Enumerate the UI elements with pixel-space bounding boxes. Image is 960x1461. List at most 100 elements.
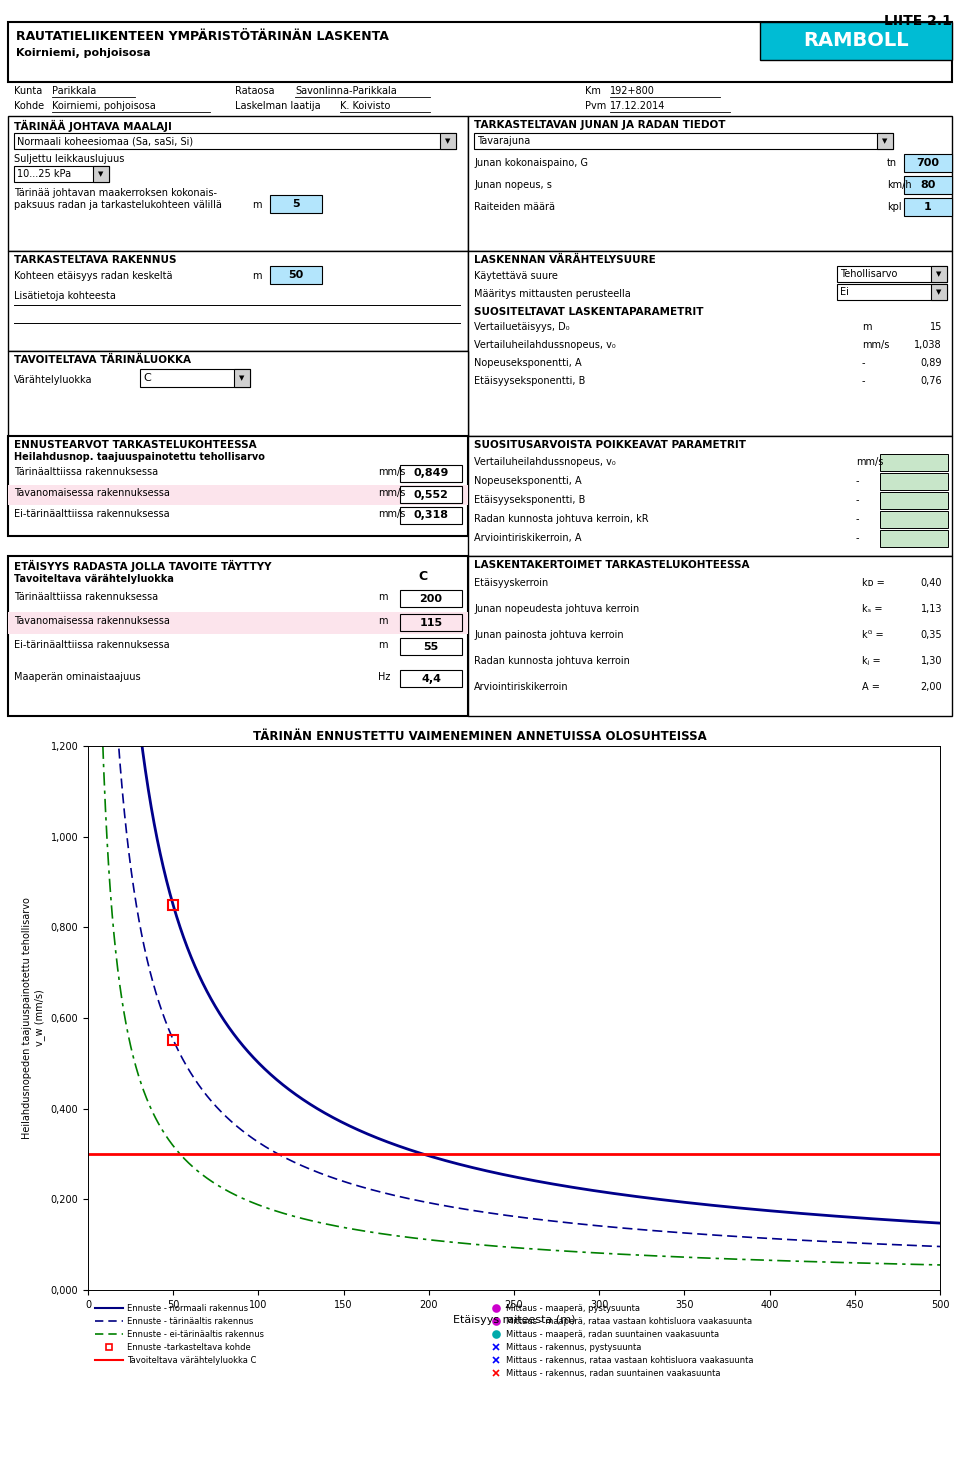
Text: Parikkala: Parikkala xyxy=(52,86,96,96)
Bar xyxy=(270,266,322,283)
Text: Suljettu leikkauslujuus: Suljettu leikkauslujuus xyxy=(14,153,125,164)
Bar xyxy=(8,557,468,716)
Text: Radan kunnosta johtuva kerroin: Radan kunnosta johtuva kerroin xyxy=(474,656,630,666)
Text: Mittaus - maaperä, radan suuntainen vaakasuunta: Mittaus - maaperä, radan suuntainen vaak… xyxy=(506,1330,719,1338)
Text: Radan kunnosta johtuva kerroin, kR: Radan kunnosta johtuva kerroin, kR xyxy=(474,514,649,524)
Text: Km: Km xyxy=(585,86,601,96)
Bar xyxy=(931,266,947,282)
Text: -: - xyxy=(856,514,859,524)
Text: 0,35: 0,35 xyxy=(921,630,942,640)
Text: mm/s: mm/s xyxy=(862,340,889,351)
Text: Nopeuseksponentti, A: Nopeuseksponentti, A xyxy=(474,358,582,368)
Text: C: C xyxy=(419,570,427,583)
Text: Kohde: Kohde xyxy=(14,101,44,111)
Text: tn: tn xyxy=(887,158,898,168)
Bar xyxy=(8,485,468,506)
Text: Tärinäalttiissa rakennuksessa: Tärinäalttiissa rakennuksessa xyxy=(14,468,158,476)
Text: kᴅ =: kᴅ = xyxy=(862,579,885,587)
Text: ENNUSTEARVOT TARKASTELUKOHTEESSA: ENNUSTEARVOT TARKASTELUKOHTEESSA xyxy=(14,440,256,450)
Bar xyxy=(400,671,462,687)
Bar xyxy=(8,115,468,251)
Text: mm/s: mm/s xyxy=(378,468,405,476)
Text: -: - xyxy=(856,476,859,487)
Text: Ei-tärinäalttiissa rakennuksessa: Ei-tärinäalttiissa rakennuksessa xyxy=(14,640,170,650)
Text: Maaperän ominaistaajuus: Maaperän ominaistaajuus xyxy=(14,672,140,682)
Text: 115: 115 xyxy=(420,618,443,628)
Text: TARKASTELTAVA RAKENNUS: TARKASTELTAVA RAKENNUS xyxy=(14,256,177,264)
Text: 50: 50 xyxy=(288,270,303,281)
Text: ETÄISYYS RADASTA JOLLA TAVOITE TÄYTTYY: ETÄISYYS RADASTA JOLLA TAVOITE TÄYTTYY xyxy=(14,560,272,573)
Bar xyxy=(14,167,109,183)
Text: Junan nopeudesta johtuva kerroin: Junan nopeudesta johtuva kerroin xyxy=(474,603,639,614)
Text: Savonlinna-Parikkala: Savonlinna-Parikkala xyxy=(295,86,396,96)
Text: mm/s: mm/s xyxy=(378,508,405,519)
Text: Nopeuseksponentti, A: Nopeuseksponentti, A xyxy=(474,476,582,487)
Text: SUOSITELTAVAT LASKENTAPARAMETRIT: SUOSITELTAVAT LASKENTAPARAMETRIT xyxy=(474,307,704,317)
Text: 0,40: 0,40 xyxy=(921,579,942,587)
Bar xyxy=(904,199,952,216)
Text: 1,30: 1,30 xyxy=(921,656,942,666)
Y-axis label: Heilahdusnopeden taajuuspainotettu tehollisarvo
v_w (mm/s): Heilahdusnopeden taajuuspainotettu tehol… xyxy=(22,897,45,1140)
Text: Ennuste - tärinäaltis rakennus: Ennuste - tärinäaltis rakennus xyxy=(127,1316,253,1327)
Bar xyxy=(880,530,948,546)
Text: Mittaus - rakennus, rataa vastaan kohtisluora vaakasuunta: Mittaus - rakennus, rataa vastaan kohtis… xyxy=(506,1356,754,1365)
Text: m: m xyxy=(252,270,261,281)
Text: 200: 200 xyxy=(420,593,443,603)
Text: Kunta: Kunta xyxy=(14,86,42,96)
Bar xyxy=(880,511,948,527)
Text: m: m xyxy=(378,640,388,650)
Text: ▼: ▼ xyxy=(936,270,942,278)
Text: kᴳ =: kᴳ = xyxy=(862,630,883,640)
Text: 192+800: 192+800 xyxy=(610,86,655,96)
Text: Määritys mittausten perusteella: Määritys mittausten perusteella xyxy=(474,289,631,300)
Text: Etäisyyseksponentti, B: Etäisyyseksponentti, B xyxy=(474,495,586,506)
Bar xyxy=(468,115,952,251)
Bar xyxy=(140,370,250,387)
Text: Hz: Hz xyxy=(378,672,391,682)
Bar xyxy=(8,612,468,634)
Text: paksuus radan ja tarkastelukohteen välillä: paksuus radan ja tarkastelukohteen välil… xyxy=(14,200,222,210)
Text: -: - xyxy=(856,495,859,506)
Text: 5: 5 xyxy=(292,199,300,209)
Bar xyxy=(400,507,462,524)
Text: Lisätietoja kohteesta: Lisätietoja kohteesta xyxy=(14,291,116,301)
Bar xyxy=(468,557,952,716)
Text: Mittaus - rakennus, radan suuntainen vaakasuunta: Mittaus - rakennus, radan suuntainen vaa… xyxy=(506,1369,721,1378)
Bar xyxy=(400,487,462,503)
Text: 1: 1 xyxy=(924,202,932,212)
Text: mm/s: mm/s xyxy=(856,457,883,468)
Text: A =: A = xyxy=(862,682,880,693)
Text: TAVOITELTAVA TÄRINÄLUOKKA: TAVOITELTAVA TÄRINÄLUOKKA xyxy=(14,355,191,365)
Text: Mittaus - maaperä, rataa vastaan kohtisluora vaakasuunta: Mittaus - maaperä, rataa vastaan kohtisl… xyxy=(506,1316,752,1327)
Text: Tärinäalttiissa rakennuksessa: Tärinäalttiissa rakennuksessa xyxy=(14,592,158,602)
Text: Pvm: Pvm xyxy=(585,101,607,111)
Text: Käytettävä suure: Käytettävä suure xyxy=(474,270,558,281)
Bar xyxy=(14,133,456,149)
Text: LIITE 2.1: LIITE 2.1 xyxy=(884,15,952,28)
Text: RAMBOLL: RAMBOLL xyxy=(804,32,909,51)
Text: 10...25 kPa: 10...25 kPa xyxy=(17,169,71,180)
Text: TÄRINÄN ENNUSTETTU VAIMENEMINEN ANNETUISSA OLOSUHTEISSA: TÄRINÄN ENNUSTETTU VAIMENEMINEN ANNETUIS… xyxy=(253,730,707,744)
Text: ▼: ▼ xyxy=(445,137,450,145)
Bar xyxy=(234,370,250,387)
Bar xyxy=(904,153,952,172)
Text: 0,76: 0,76 xyxy=(921,375,942,386)
Text: Vertailuetäisyys, D₀: Vertailuetäisyys, D₀ xyxy=(474,321,569,332)
Text: Arviointiriskikerroin: Arviointiriskikerroin xyxy=(474,682,568,693)
Text: -: - xyxy=(862,358,866,368)
Text: Etäisyyseksponentti, B: Etäisyyseksponentti, B xyxy=(474,375,586,386)
Bar xyxy=(400,465,462,482)
Bar xyxy=(880,492,948,508)
Text: 15: 15 xyxy=(929,321,942,332)
Text: 700: 700 xyxy=(917,158,940,168)
Text: LASKENNAN VÄRÄHTELYSUURE: LASKENNAN VÄRÄHTELYSUURE xyxy=(474,256,656,264)
Text: m: m xyxy=(862,321,872,332)
Text: Koirniemi, pohjoisosa: Koirniemi, pohjoisosa xyxy=(16,48,151,58)
Text: Tavanomaisessa rakennuksessa: Tavanomaisessa rakennuksessa xyxy=(14,488,170,498)
Text: m: m xyxy=(378,592,388,602)
Text: kₛ =: kₛ = xyxy=(862,603,882,614)
Text: 0,318: 0,318 xyxy=(414,510,448,520)
Text: kpl: kpl xyxy=(887,202,901,212)
Text: ▼: ▼ xyxy=(239,375,245,381)
Text: C: C xyxy=(143,373,151,383)
